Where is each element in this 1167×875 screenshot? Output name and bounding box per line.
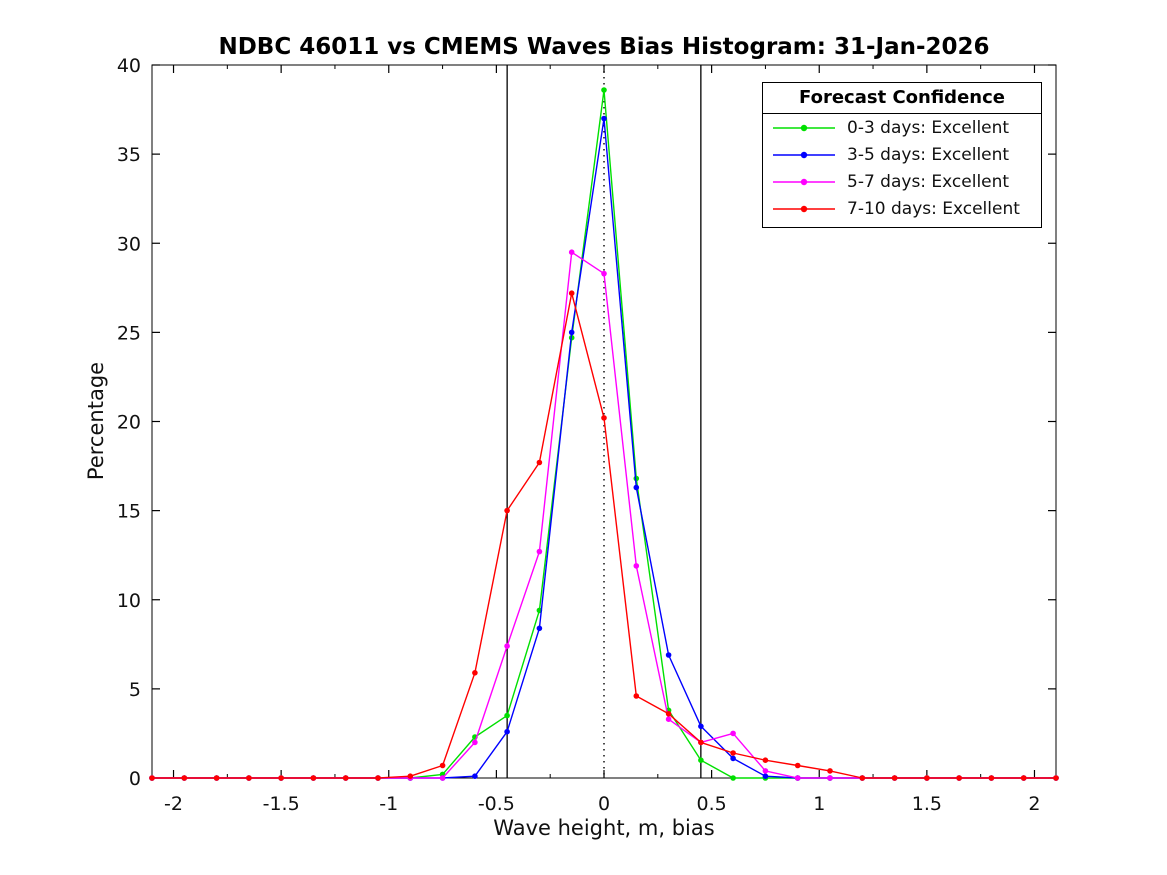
x-axis-label: Wave height, m, bias [493, 816, 715, 840]
legend-title: Forecast Confidence [763, 83, 1041, 114]
series-marker [698, 723, 704, 730]
x-tick-label: -1 [379, 793, 398, 815]
series-marker [568, 249, 575, 255]
series-marker [601, 415, 607, 421]
series-marker [827, 775, 833, 781]
series-marker [439, 762, 446, 769]
x-tick-label: 0.5 [697, 793, 727, 815]
x-tick-label: -1.5 [263, 793, 300, 815]
series-marker [794, 775, 801, 781]
legend-line-sample [773, 124, 835, 131]
series-marker [730, 750, 736, 756]
series-marker [730, 730, 736, 737]
y-tick-label: 30 [117, 233, 141, 255]
legend: Forecast Confidence 0-3 days: Excellent 3… [762, 82, 1042, 228]
series-marker [794, 762, 801, 769]
legend-entries: 0-3 days: Excellent 3-5 days: Excellent 5-… [763, 114, 1041, 222]
series-marker [891, 775, 898, 781]
x-tick-label: 1 [813, 793, 825, 815]
legend-line-sample [773, 178, 835, 185]
legend-entry: 0-3 days: Excellent [763, 114, 1041, 141]
legend-entry-label: 0-3 days: Excellent [847, 117, 1010, 138]
x-tick-label: 1.5 [912, 793, 942, 815]
series-marker [633, 484, 640, 491]
series-marker [504, 728, 510, 735]
series-marker [730, 775, 736, 781]
legend-entry-label: 7-10 days: Excellent [847, 198, 1020, 219]
series-marker [859, 775, 866, 781]
series-marker [472, 773, 478, 779]
x-tick-label: -0.5 [478, 793, 515, 815]
series-marker [568, 329, 575, 336]
series-marker [1053, 775, 1059, 781]
series-marker [665, 652, 672, 658]
series-marker [601, 115, 607, 122]
series-marker [536, 548, 543, 555]
series-marker [439, 775, 446, 781]
legend-entry: 7-10 days: Excellent [763, 195, 1041, 222]
series-marker [665, 711, 672, 717]
series-marker [956, 775, 962, 781]
series-marker [633, 563, 640, 569]
y-tick-label: 35 [117, 144, 141, 166]
x-tick-label: 2 [1028, 793, 1040, 815]
series-marker [730, 755, 736, 762]
series-marker [472, 670, 478, 676]
legend-entry: 3-5 days: Excellent [763, 141, 1041, 168]
y-tick-label: 0 [129, 768, 141, 790]
series-marker [213, 775, 220, 781]
series-marker [407, 773, 414, 779]
y-axis-label: Percentage [84, 361, 108, 481]
series-marker [568, 290, 575, 297]
legend-entry-label: 3-5 days: Excellent [847, 144, 1010, 165]
series-marker [601, 270, 607, 277]
series-marker [762, 768, 769, 774]
y-tick-label: 10 [117, 590, 141, 612]
series-marker [988, 775, 995, 781]
y-tick-label: 20 [117, 412, 141, 434]
x-tick-label: -2 [164, 793, 183, 815]
series-marker [762, 773, 769, 779]
series-marker [504, 643, 510, 649]
series-marker [633, 693, 640, 699]
series-marker [310, 775, 317, 781]
series-marker [278, 775, 284, 781]
chart-title: NDBC 46011 vs CMEMS Waves Bias Histogram… [218, 34, 990, 60]
series-marker [698, 739, 704, 746]
legend-entry: 5-7 days: Excellent [763, 168, 1041, 195]
y-tick-label: 40 [117, 55, 141, 77]
series-marker [762, 757, 769, 763]
series-marker [472, 739, 478, 746]
legend-entry-label: 5-7 days: Excellent [847, 171, 1010, 192]
series-marker [504, 507, 510, 514]
series-marker [1020, 775, 1027, 781]
legend-line-sample [773, 151, 835, 158]
y-tick-label: 25 [117, 322, 141, 344]
series-marker [601, 87, 607, 93]
series-marker [181, 775, 188, 781]
series-marker [375, 775, 381, 781]
series-marker [246, 775, 252, 781]
series-marker [342, 775, 349, 781]
x-tick-label: 0 [598, 793, 610, 815]
series-marker [827, 768, 833, 774]
y-tick-label: 5 [129, 679, 141, 701]
y-tick-label: 15 [117, 501, 141, 523]
legend-line-sample [773, 205, 835, 212]
series-marker [665, 716, 672, 722]
series-marker [149, 775, 155, 781]
series-marker [504, 712, 510, 719]
series-marker [924, 775, 930, 781]
series-marker [536, 625, 543, 632]
series-marker [698, 757, 704, 763]
series-marker [536, 459, 543, 466]
